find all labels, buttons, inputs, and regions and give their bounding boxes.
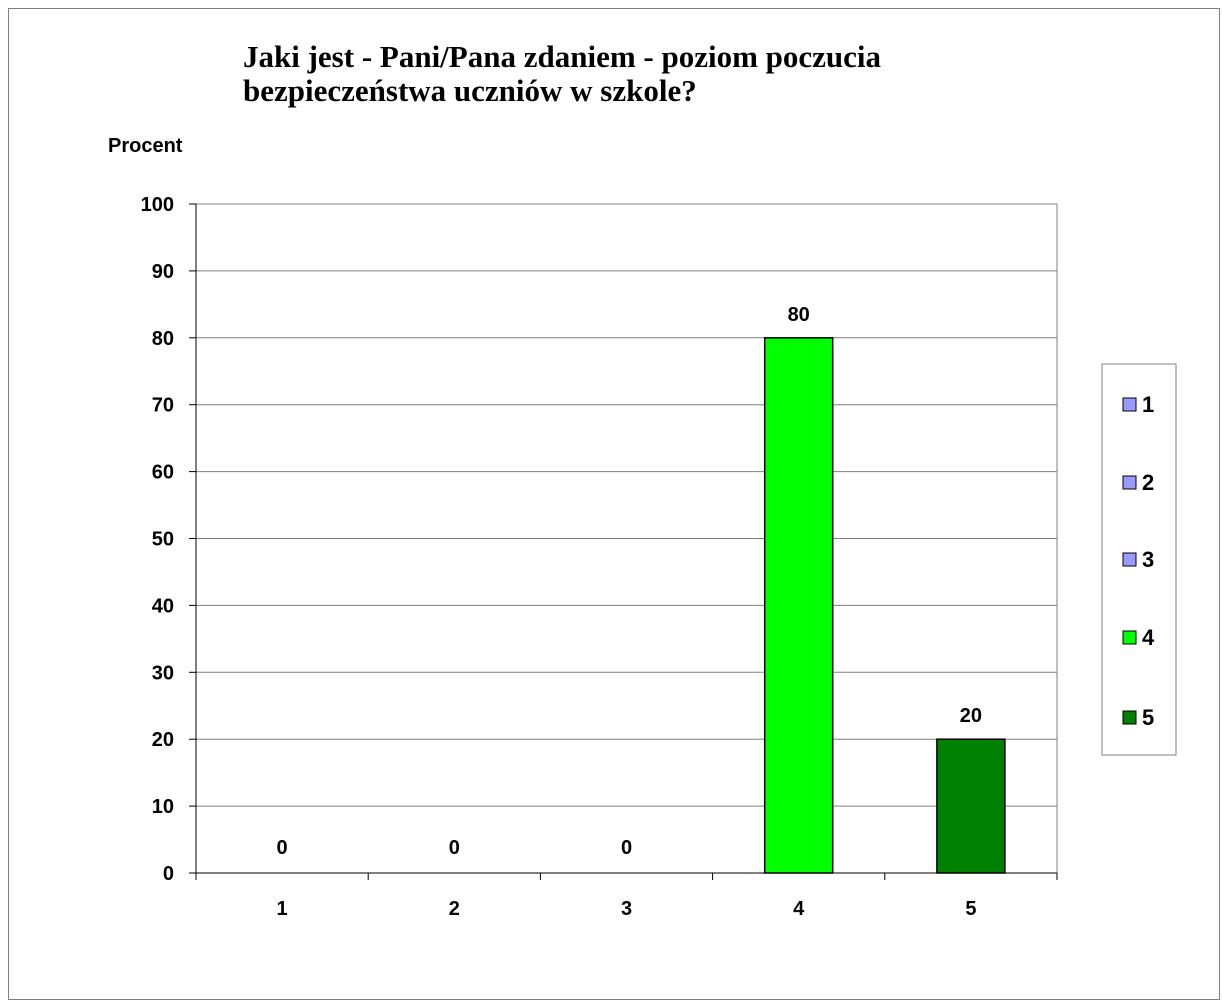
legend-label: 5: [1142, 705, 1154, 730]
legend-swatch: [1122, 710, 1137, 725]
data-label: 20: [960, 705, 982, 727]
y-axis-label: Procent: [108, 135, 183, 157]
y-tick-label: 30: [152, 662, 174, 684]
x-tick-label: 5: [965, 898, 976, 920]
y-tick-label: 40: [152, 595, 174, 617]
legend-label: 1: [1142, 392, 1154, 417]
legend-label: 2: [1142, 470, 1154, 495]
data-label: 0: [277, 837, 288, 859]
y-tick-label: 10: [152, 796, 174, 818]
y-tick-label: 60: [152, 462, 174, 484]
data-label: 80: [788, 304, 810, 326]
bar: [936, 738, 1006, 874]
legend-swatch: [1122, 630, 1137, 645]
y-tick-label: 50: [152, 529, 174, 551]
y-tick-label: 100: [141, 194, 174, 216]
legend-label: 4: [1142, 625, 1155, 650]
legend: 1 2 3 4 5: [1101, 363, 1177, 756]
legend-swatch: [1122, 397, 1137, 412]
y-tick-label: 20: [152, 729, 174, 751]
data-label: 0: [621, 837, 632, 859]
y-tick-label: 0: [163, 863, 174, 885]
chart-title: Jaki jest - Pani/Pana zdaniem - poziom p…: [243, 39, 882, 108]
legend-swatch: [1122, 475, 1137, 490]
y-tick-label: 90: [152, 261, 174, 283]
y-tick-label: 80: [152, 328, 174, 350]
y-tick-label: 70: [152, 395, 174, 417]
x-tick-label: 1: [277, 898, 288, 920]
x-tick-label: 3: [621, 898, 632, 920]
legend-label: 3: [1142, 547, 1154, 572]
data-label: 0: [449, 837, 460, 859]
legend-box: [1101, 363, 1177, 756]
legend-swatch: [1122, 552, 1137, 567]
x-tick-label: 2: [449, 898, 460, 920]
bar: [763, 337, 834, 874]
x-tick-label: 4: [793, 898, 805, 920]
